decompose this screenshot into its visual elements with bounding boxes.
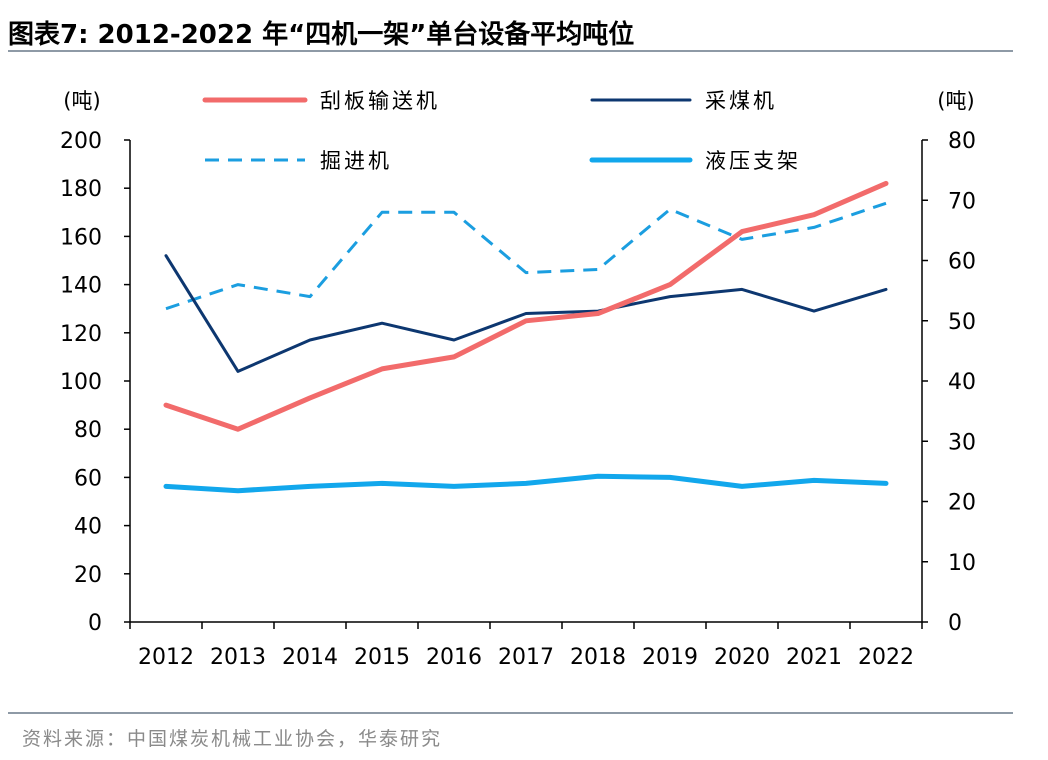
x-tick-label: 2021 [786,645,842,670]
right-tick-label: 70 [948,189,976,214]
right-tick-label: 30 [948,430,976,455]
left-tick-label: 80 [74,418,102,443]
x-tick-label: 2014 [282,645,338,670]
right-tick-label: 0 [948,611,962,636]
x-tick-label: 2017 [498,645,554,670]
right-axis-unit: (吨) [937,89,974,113]
right-tick-label: 40 [948,370,976,395]
right-tick-label: 60 [948,250,976,275]
x-tick-label: 2013 [210,645,266,670]
left-tick-label: 120 [60,322,102,347]
left-tick-label: 180 [60,177,102,202]
legend-label: 采煤机 [705,89,777,113]
left-tick-label: 100 [60,370,102,395]
series-line-1 [164,254,888,373]
series-line-0 [163,180,889,432]
left-axis-unit: (吨) [63,89,100,113]
legend-label: 掘进机 [320,149,392,173]
title-rule [8,50,1013,52]
left-tick-label: 20 [74,563,102,588]
left-tick-label: 160 [60,225,102,250]
x-tick-label: 2022 [858,645,914,670]
legend-label: 液压支架 [705,149,801,173]
x-tick-label: 2012 [138,645,194,670]
series-line-3 [163,473,889,494]
figure-title: 图表7: 2012-2022 年“四机一架”单台设备平均吨位 [8,20,635,50]
left-tick-label: 200 [60,129,102,154]
series-line-2 [165,201,887,311]
right-tick-label: 10 [948,551,976,576]
source-note: 资料来源：中国煤炭机械工业协会，华泰研究 [22,728,443,750]
x-tick-label: 2016 [426,645,482,670]
left-tick-label: 60 [74,466,102,491]
right-tick-label: 80 [948,129,976,154]
x-tick-label: 2018 [570,645,626,670]
source-rule [8,712,1013,714]
right-tick-label: 20 [948,491,976,516]
x-tick-label: 2015 [354,645,410,670]
x-tick-label: 2020 [714,645,770,670]
legend-label: 刮板输送机 [320,89,440,113]
left-tick-label: 40 [74,515,102,540]
left-tick-label: 0 [88,611,102,636]
right-tick-label: 50 [948,310,976,335]
x-tick-label: 2019 [642,645,698,670]
left-tick-label: 140 [60,274,102,299]
